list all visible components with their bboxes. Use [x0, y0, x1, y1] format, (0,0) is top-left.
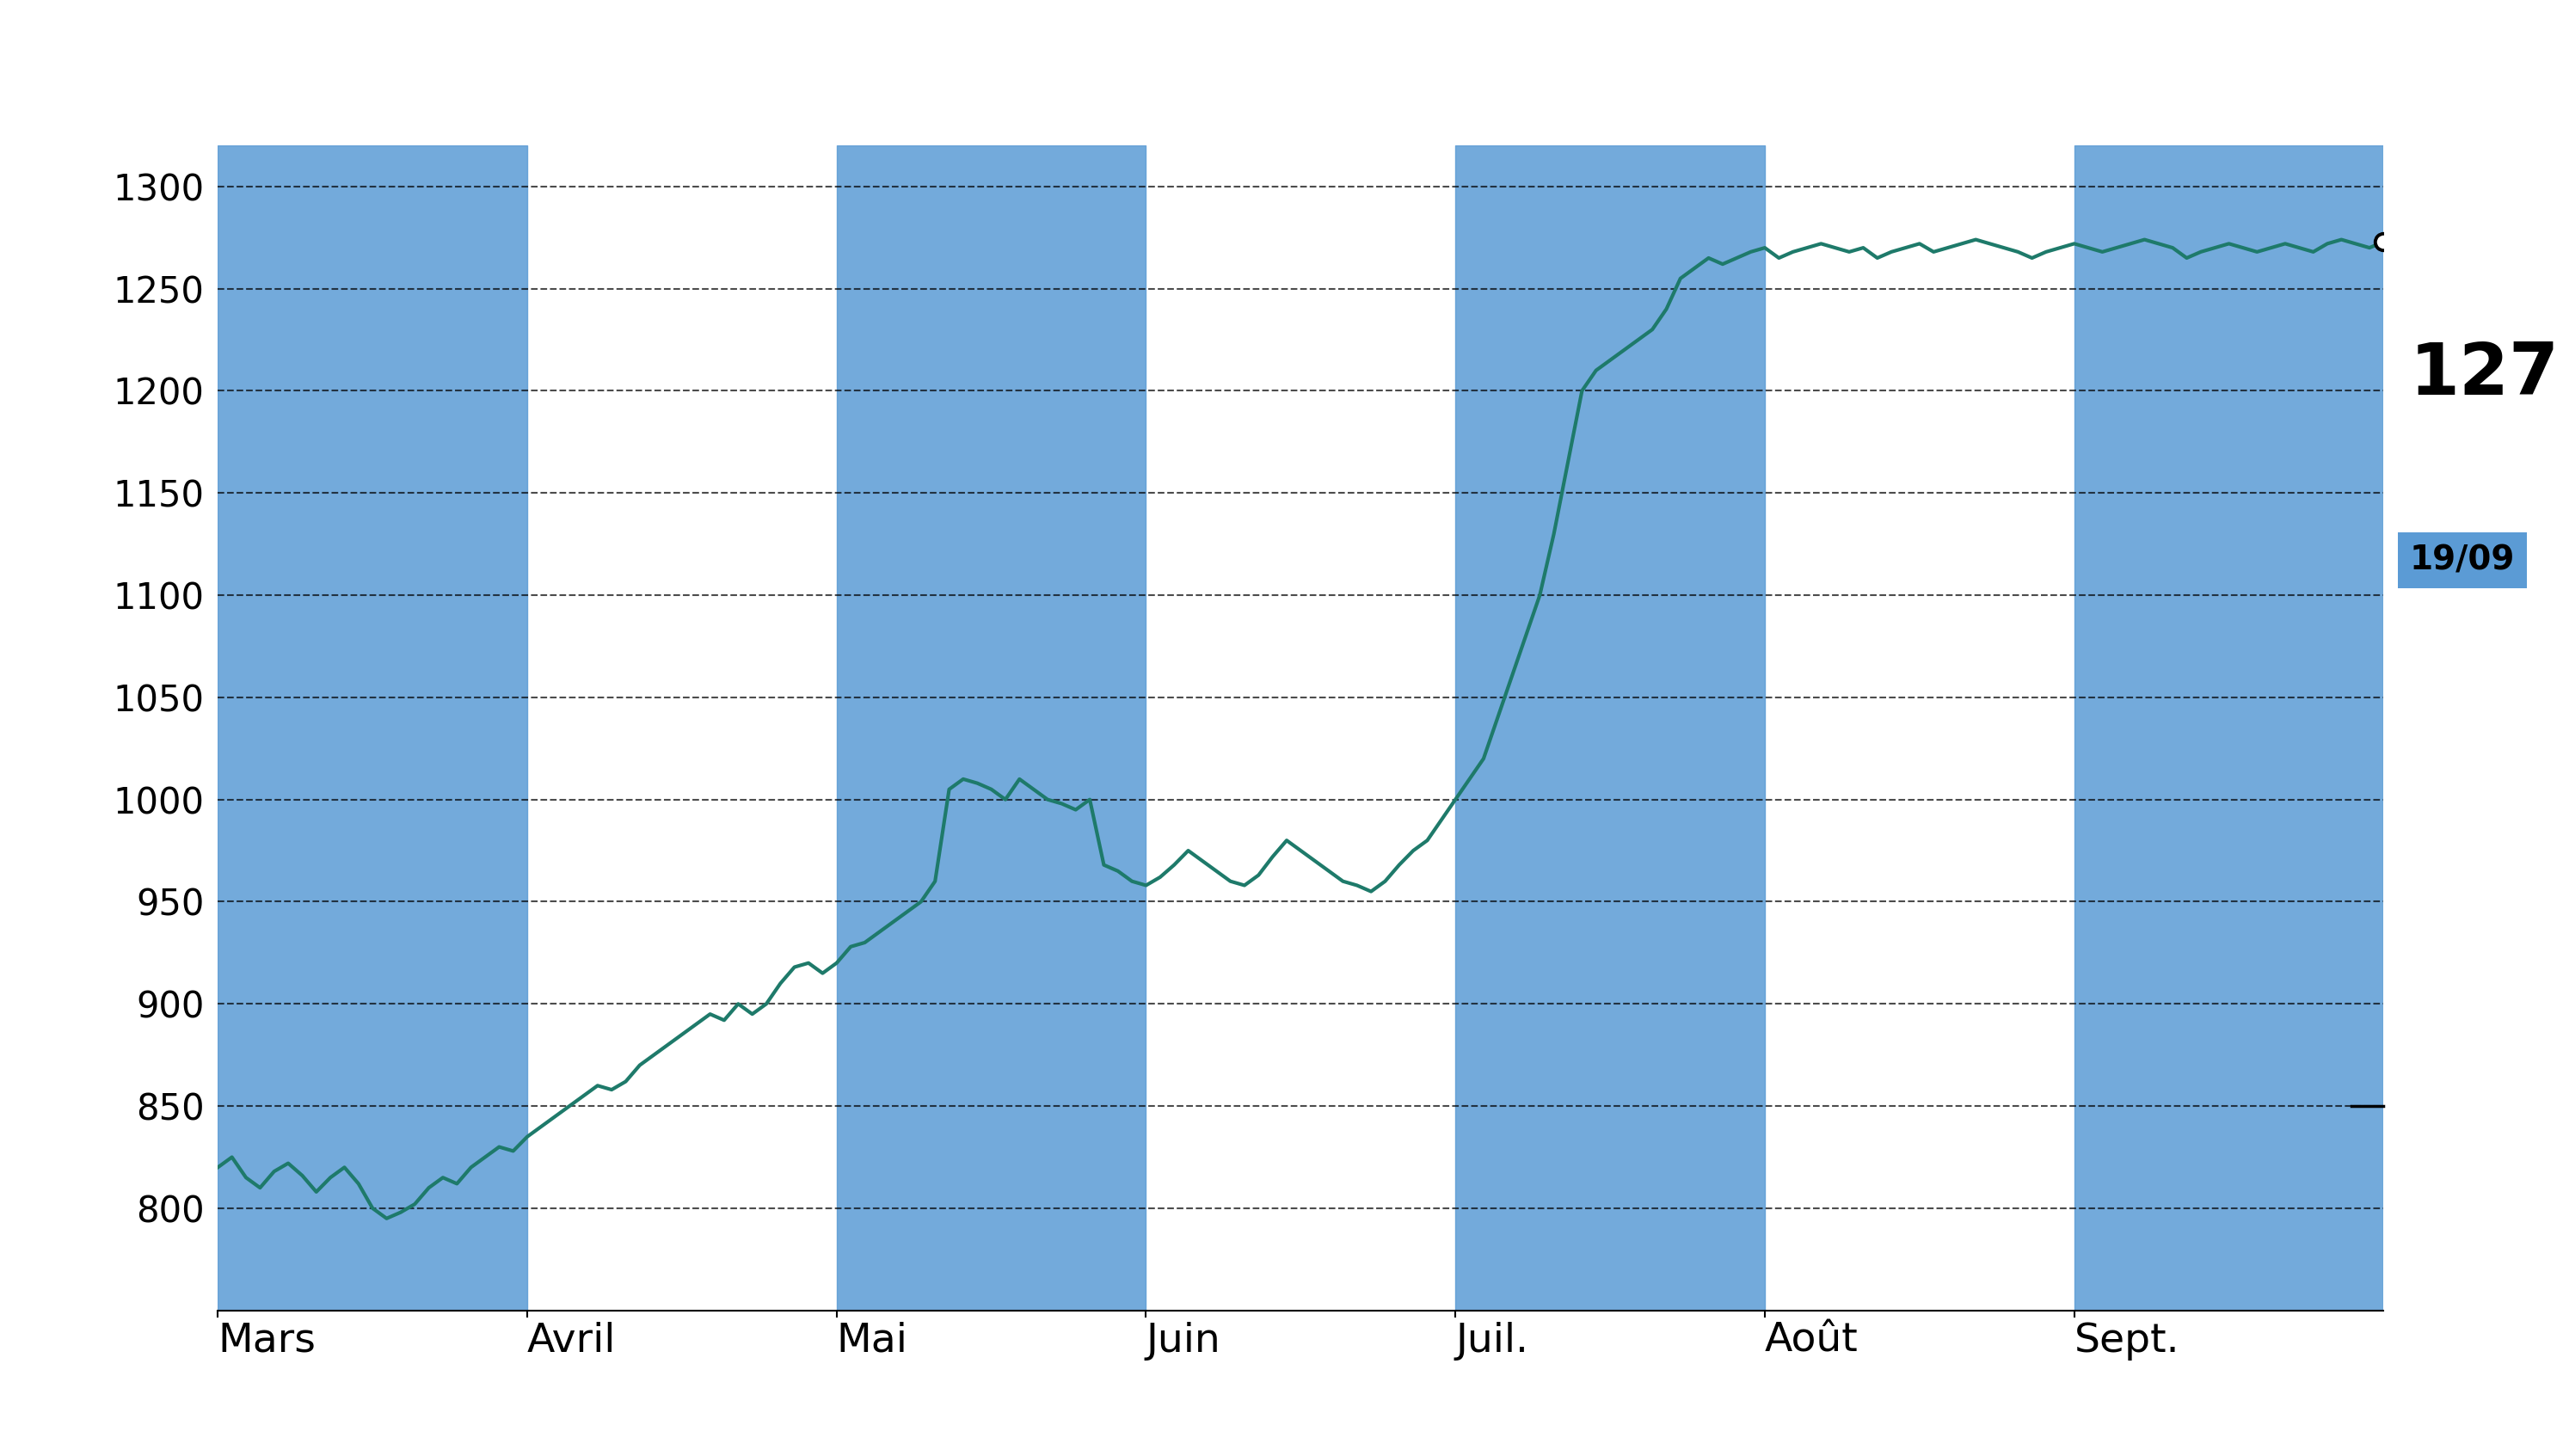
Bar: [2073, 146, 2384, 1310]
Text: 1273: 1273: [2409, 339, 2563, 409]
Bar: [1456, 146, 1766, 1310]
Bar: [218, 146, 528, 1310]
Bar: [836, 146, 1146, 1310]
Text: 19/09: 19/09: [2409, 545, 2514, 577]
Text: Britvic PLC: Britvic PLC: [1018, 20, 1545, 103]
